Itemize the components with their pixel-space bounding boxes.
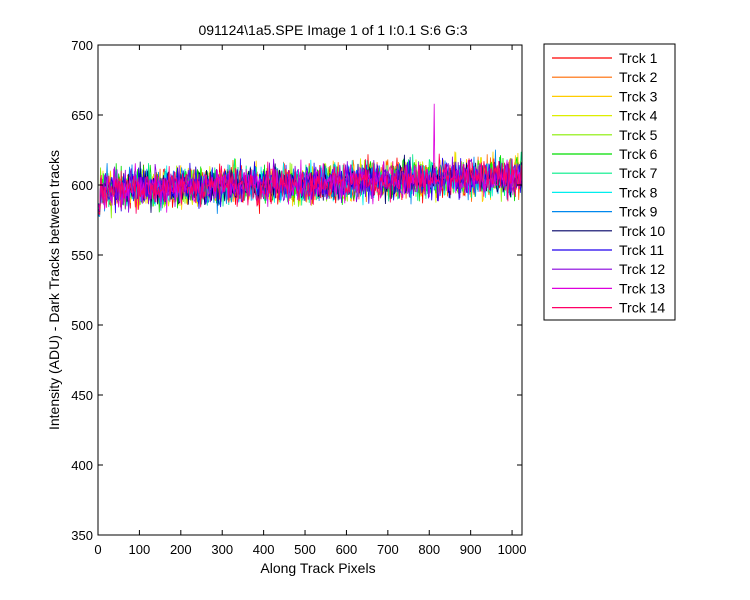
x-tick-label: 500	[294, 542, 316, 557]
chart-title: 091124\1a5.SPE Image 1 of 1 I:0.1 S:6 G:…	[198, 22, 467, 38]
y-tick-label: 650	[71, 108, 93, 123]
y-axis-label: Intensity (ADU) - Dark Tracks between tr…	[46, 150, 62, 430]
series-layer	[97, 103, 523, 219]
x-tick-label: 0	[94, 542, 101, 557]
legend-label: Trck 2	[619, 69, 658, 85]
legend-label: Trck 5	[619, 127, 658, 143]
legend-label: Trck 1	[619, 50, 658, 66]
y-tick-label: 500	[71, 318, 93, 333]
legend-label: Trck 13	[619, 280, 665, 296]
x-tick-label: 800	[418, 542, 440, 557]
x-tick-label: 300	[211, 542, 233, 557]
legend-label: Trck 12	[619, 261, 665, 277]
legend-label: Trck 6	[619, 146, 658, 162]
legend-label: Trck 10	[619, 223, 665, 239]
plot-area: 0 100 200 300 400 500 600 700 800 900 1000 350 400 4…	[71, 38, 526, 557]
x-tick-label: 900	[460, 542, 482, 557]
y-tick-label: 700	[71, 38, 93, 53]
y-tick-label: 550	[71, 248, 93, 263]
legend-label: Trck 11	[619, 242, 664, 258]
plot-frame	[97, 44, 523, 536]
y-axis: 350 400 450 500 550 600 650 700	[71, 38, 522, 543]
x-tick-label: 1000	[498, 542, 527, 557]
x-tick-label: 100	[129, 542, 151, 557]
y-tick-label: 350	[71, 528, 93, 543]
legend-label: Trck 7	[619, 165, 658, 181]
plot-background	[98, 45, 522, 535]
y-tick-label: 400	[71, 458, 93, 473]
series-line	[97, 153, 523, 215]
legend-box	[543, 43, 676, 321]
legend-label: Trck 4	[619, 108, 658, 124]
y-tick-label: 600	[71, 178, 93, 193]
legend-label: Trck 3	[619, 88, 658, 104]
x-tick-label: 700	[377, 542, 399, 557]
legend-label: Trck 9	[619, 204, 658, 220]
legend: Trck 1 Trck 2 Trck 3 Trck 4 Trck 5 Trck 6 Trck…	[543, 43, 676, 321]
x-axis: 0 100 200 300 400 500 600 700 800 900 1000	[94, 45, 527, 557]
x-tick-label: 600	[336, 542, 358, 557]
x-tick-label: 400	[253, 542, 275, 557]
series-line	[97, 103, 523, 213]
x-axis-label: Along Track Pixels	[260, 560, 375, 576]
x-tick-label: 200	[170, 542, 192, 557]
y-tick-label: 450	[71, 388, 93, 403]
legend-label: Trck 14	[619, 300, 665, 316]
legend-label: Trck 8	[619, 184, 658, 200]
